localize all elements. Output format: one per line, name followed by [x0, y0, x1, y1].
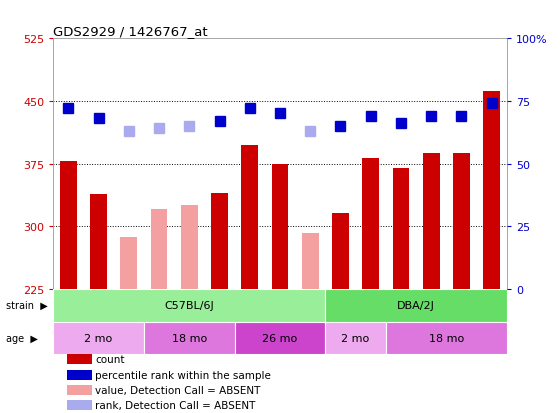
Bar [144, 322, 235, 354]
Text: strain  ▶: strain ▶ [6, 300, 48, 310]
Text: DBA/2J: DBA/2J [397, 300, 435, 310]
Bar [241, 146, 258, 289]
Bar [453, 153, 470, 289]
Bar [332, 213, 349, 289]
Bar [272, 164, 288, 289]
Bar [325, 289, 507, 322]
Bar [60, 161, 77, 289]
Bar [67, 400, 92, 411]
Bar [325, 322, 386, 354]
Bar [67, 354, 92, 365]
Bar [181, 206, 198, 289]
Text: 2 mo: 2 mo [342, 333, 370, 343]
Text: rank, Detection Call = ABSENT: rank, Detection Call = ABSENT [95, 400, 256, 410]
Bar [393, 168, 409, 289]
Bar [362, 158, 379, 289]
Text: 2 mo: 2 mo [85, 333, 113, 343]
Bar [302, 233, 319, 289]
Bar [211, 193, 228, 289]
Text: value, Detection Call = ABSENT: value, Detection Call = ABSENT [95, 385, 261, 395]
Bar [386, 322, 507, 354]
Bar [423, 153, 440, 289]
Bar [67, 385, 92, 395]
Bar [53, 322, 144, 354]
Bar [151, 210, 167, 289]
Bar [120, 237, 137, 289]
Bar [483, 92, 500, 289]
Bar [53, 289, 325, 322]
Bar [67, 370, 92, 380]
Bar [90, 195, 107, 289]
Text: 18 mo: 18 mo [429, 333, 464, 343]
Text: GDS2929 / 1426767_at: GDS2929 / 1426767_at [53, 25, 208, 38]
Text: 26 mo: 26 mo [263, 333, 297, 343]
Text: percentile rank within the sample: percentile rank within the sample [95, 370, 271, 380]
Bar [235, 322, 325, 354]
Text: age  ▶: age ▶ [6, 333, 38, 343]
Text: count: count [95, 354, 125, 365]
Text: C57BL/6J: C57BL/6J [165, 300, 214, 310]
Text: 18 mo: 18 mo [172, 333, 207, 343]
